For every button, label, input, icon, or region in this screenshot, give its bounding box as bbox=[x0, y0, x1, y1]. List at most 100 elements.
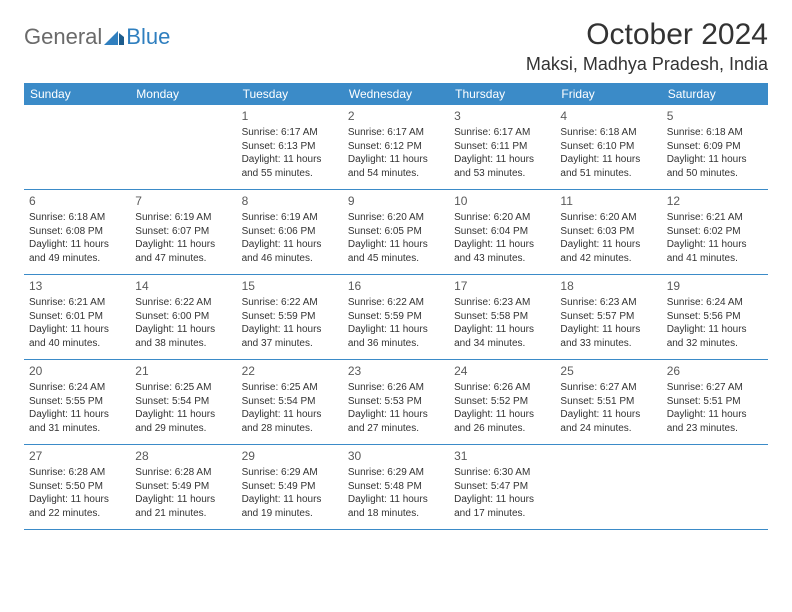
day-number: 22 bbox=[242, 363, 338, 379]
day-number: 18 bbox=[560, 278, 656, 294]
sunset-text: Sunset: 5:59 PM bbox=[242, 310, 338, 324]
sunrise-text: Sunrise: 6:27 AM bbox=[560, 381, 656, 395]
sunset-text: Sunset: 6:06 PM bbox=[242, 225, 338, 239]
sunrise-text: Sunrise: 6:22 AM bbox=[348, 296, 444, 310]
daylight-text: Daylight: 11 hours and 53 minutes. bbox=[454, 153, 550, 180]
sunrise-text: Sunrise: 6:30 AM bbox=[454, 466, 550, 480]
daylight-text: Daylight: 11 hours and 54 minutes. bbox=[348, 153, 444, 180]
day-number: 4 bbox=[560, 108, 656, 124]
week-row: 1 Sunrise: 6:17 AM Sunset: 6:13 PM Daylight… bbox=[24, 105, 768, 190]
day-cell: 9 Sunrise: 6:20 AMSunset: 6:05 PMDaylight… bbox=[343, 190, 449, 274]
sunrise-text: Sunrise: 6:28 AM bbox=[29, 466, 125, 480]
day-cell: 18Sunrise: 6:23 AMSunset: 5:57 PMDayligh… bbox=[555, 275, 661, 359]
daylight-text: Daylight: 11 hours and 43 minutes. bbox=[454, 238, 550, 265]
weekday-header: Friday bbox=[555, 83, 661, 105]
day-cell: 14Sunrise: 6:22 AMSunset: 6:00 PMDayligh… bbox=[130, 275, 236, 359]
location-text: Maksi, Madhya Pradesh, India bbox=[526, 54, 768, 75]
sunset-text: Sunset: 5:54 PM bbox=[242, 395, 338, 409]
sunrise-text: Sunrise: 6:26 AM bbox=[348, 381, 444, 395]
sunset-text: Sunset: 6:02 PM bbox=[667, 225, 763, 239]
sunset-text: Sunset: 5:49 PM bbox=[135, 480, 231, 494]
logo: General Blue bbox=[24, 18, 170, 50]
sunrise-text: Sunrise: 6:20 AM bbox=[454, 211, 550, 225]
sunrise-text: Sunrise: 6:17 AM bbox=[454, 126, 550, 140]
sunset-text: Sunset: 6:07 PM bbox=[135, 225, 231, 239]
day-number: 12 bbox=[667, 193, 763, 209]
sunset-text: Sunset: 6:05 PM bbox=[348, 225, 444, 239]
sunset-text: Sunset: 5:51 PM bbox=[560, 395, 656, 409]
day-cell: 29Sunrise: 6:29 AMSunset: 5:49 PMDayligh… bbox=[237, 445, 343, 529]
sunrise-text: Sunrise: 6:27 AM bbox=[667, 381, 763, 395]
daylight-text: Daylight: 11 hours and 50 minutes. bbox=[667, 153, 763, 180]
daylight-text: Daylight: 11 hours and 40 minutes. bbox=[29, 323, 125, 350]
sunset-text: Sunset: 6:13 PM bbox=[242, 140, 338, 154]
weekday-header: Saturday bbox=[662, 83, 768, 105]
day-cell: 21Sunrise: 6:25 AMSunset: 5:54 PMDayligh… bbox=[130, 360, 236, 444]
day-number: 23 bbox=[348, 363, 444, 379]
sunset-text: Sunset: 6:12 PM bbox=[348, 140, 444, 154]
weeks-container: 1 Sunrise: 6:17 AM Sunset: 6:13 PM Daylight… bbox=[24, 105, 768, 530]
sunset-text: Sunset: 6:03 PM bbox=[560, 225, 656, 239]
day-number: 3 bbox=[454, 108, 550, 124]
sunrise-text: Sunrise: 6:22 AM bbox=[242, 296, 338, 310]
day-cell: 17Sunrise: 6:23 AMSunset: 5:58 PMDayligh… bbox=[449, 275, 555, 359]
day-number: 17 bbox=[454, 278, 550, 294]
day-number: 27 bbox=[29, 448, 125, 464]
weekday-header: Wednesday bbox=[343, 83, 449, 105]
sunset-text: Sunset: 5:58 PM bbox=[454, 310, 550, 324]
day-number: 5 bbox=[667, 108, 763, 124]
sunset-text: Sunset: 6:00 PM bbox=[135, 310, 231, 324]
sunset-text: Sunset: 5:47 PM bbox=[454, 480, 550, 494]
day-number: 10 bbox=[454, 193, 550, 209]
day-cell: 6Sunrise: 6:18 AMSunset: 6:08 PMDaylight… bbox=[24, 190, 130, 274]
daylight-text: Daylight: 11 hours and 28 minutes. bbox=[242, 408, 338, 435]
sunrise-text: Sunrise: 6:19 AM bbox=[242, 211, 338, 225]
week-row: 27Sunrise: 6:28 AMSunset: 5:50 PMDayligh… bbox=[24, 445, 768, 530]
weekday-header: Sunday bbox=[24, 83, 130, 105]
day-number: 1 bbox=[242, 108, 338, 124]
day-cell: 23Sunrise: 6:26 AMSunset: 5:53 PMDayligh… bbox=[343, 360, 449, 444]
day-number: 2 bbox=[348, 108, 444, 124]
day-cell: 2Sunrise: 6:17 AMSunset: 6:12 PMDaylight… bbox=[343, 105, 449, 189]
header: General Blue October 2024 Maksi, Madhya … bbox=[24, 18, 768, 75]
daylight-text: Daylight: 11 hours and 47 minutes. bbox=[135, 238, 231, 265]
sunrise-text: Sunrise: 6:21 AM bbox=[29, 296, 125, 310]
day-cell: 16Sunrise: 6:22 AMSunset: 5:59 PMDayligh… bbox=[343, 275, 449, 359]
sunset-text: Sunset: 5:56 PM bbox=[667, 310, 763, 324]
day-cell: 31Sunrise: 6:30 AMSunset: 5:47 PMDayligh… bbox=[449, 445, 555, 529]
day-number: 24 bbox=[454, 363, 550, 379]
day-number: 8 bbox=[242, 193, 338, 209]
sunrise-text: Sunrise: 6:20 AM bbox=[348, 211, 444, 225]
day-cell: 30Sunrise: 6:29 AMSunset: 5:48 PMDayligh… bbox=[343, 445, 449, 529]
daylight-text: Daylight: 11 hours and 32 minutes. bbox=[667, 323, 763, 350]
sunrise-text: Sunrise: 6:28 AM bbox=[135, 466, 231, 480]
day-number: 28 bbox=[135, 448, 231, 464]
day-number: 13 bbox=[29, 278, 125, 294]
day-number: 15 bbox=[242, 278, 338, 294]
day-number: 9 bbox=[348, 193, 444, 209]
day-cell: 27Sunrise: 6:28 AMSunset: 5:50 PMDayligh… bbox=[24, 445, 130, 529]
day-number: 6 bbox=[29, 193, 125, 209]
sunset-text: Sunset: 6:01 PM bbox=[29, 310, 125, 324]
daylight-text: Daylight: 11 hours and 23 minutes. bbox=[667, 408, 763, 435]
day-cell bbox=[130, 105, 236, 189]
daylight-text: Daylight: 11 hours and 45 minutes. bbox=[348, 238, 444, 265]
day-cell: 10Sunrise: 6:20 AMSunset: 6:04 PMDayligh… bbox=[449, 190, 555, 274]
logo-text-blue: Blue bbox=[126, 24, 170, 50]
page-title: October 2024 bbox=[526, 18, 768, 52]
logo-text-general: General bbox=[24, 24, 102, 50]
sunrise-text: Sunrise: 6:18 AM bbox=[29, 211, 125, 225]
sunrise-text: Sunrise: 6:29 AM bbox=[348, 466, 444, 480]
sunset-text: Sunset: 6:10 PM bbox=[560, 140, 656, 154]
daylight-text: Daylight: 11 hours and 19 minutes. bbox=[242, 493, 338, 520]
day-cell: 11Sunrise: 6:20 AMSunset: 6:03 PMDayligh… bbox=[555, 190, 661, 274]
logo-sail-icon bbox=[104, 29, 124, 45]
daylight-text: Daylight: 11 hours and 34 minutes. bbox=[454, 323, 550, 350]
day-cell: 25Sunrise: 6:27 AMSunset: 5:51 PMDayligh… bbox=[555, 360, 661, 444]
weekday-header: Monday bbox=[130, 83, 236, 105]
daylight-text: Daylight: 11 hours and 46 minutes. bbox=[242, 238, 338, 265]
week-row: 13Sunrise: 6:21 AMSunset: 6:01 PMDayligh… bbox=[24, 275, 768, 360]
day-number: 26 bbox=[667, 363, 763, 379]
sunrise-text: Sunrise: 6:19 AM bbox=[135, 211, 231, 225]
daylight-text: Daylight: 11 hours and 29 minutes. bbox=[135, 408, 231, 435]
